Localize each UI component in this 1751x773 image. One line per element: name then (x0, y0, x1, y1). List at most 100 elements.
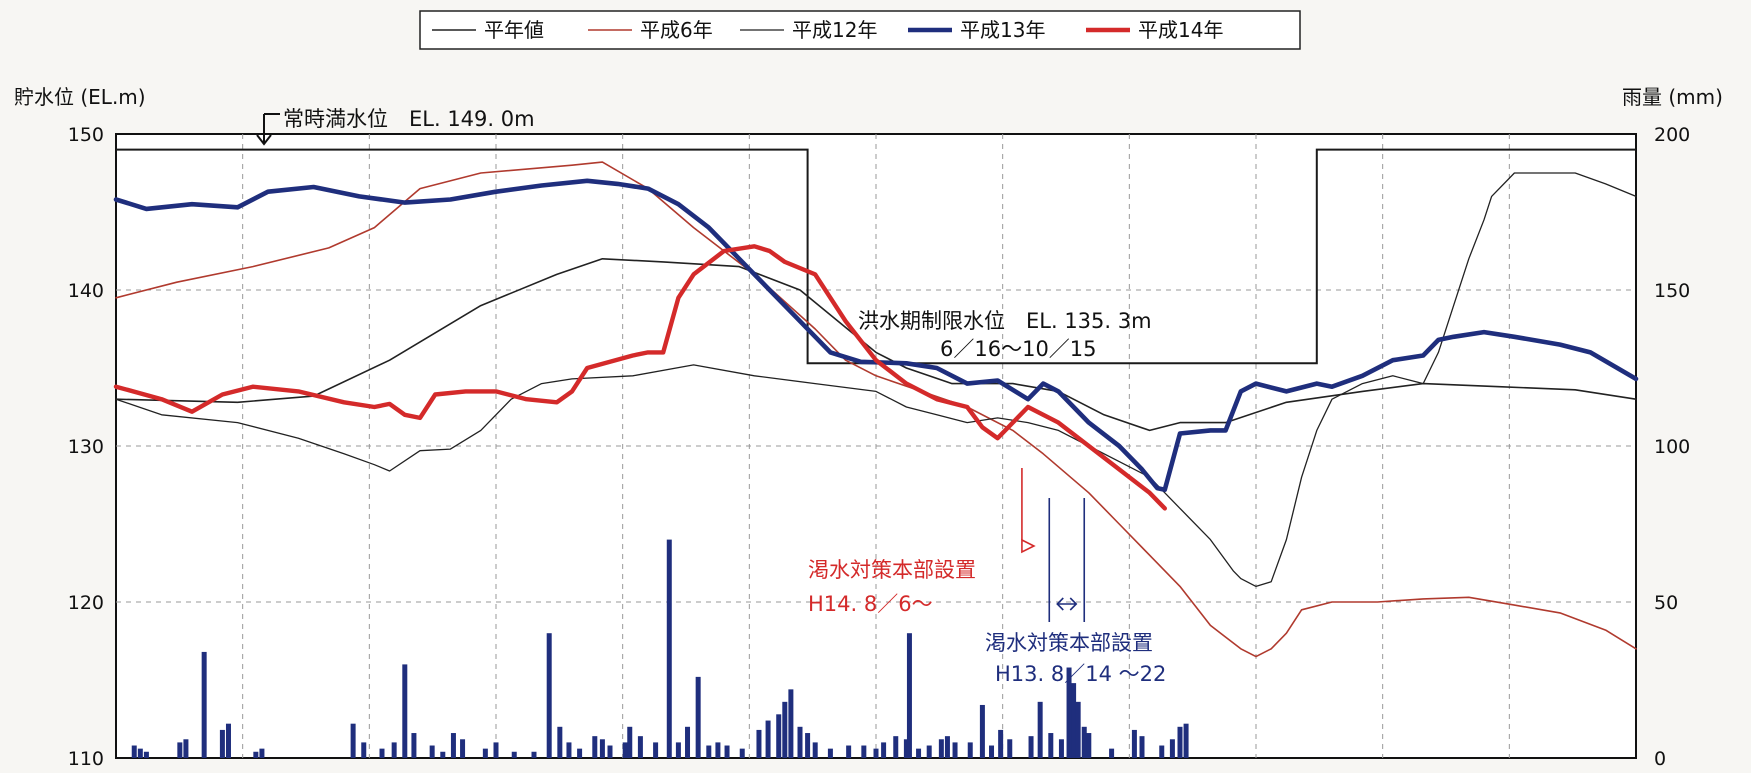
ann-flood-limit: 洪水期制限水位 EL. 135. 3m (858, 309, 1152, 333)
rainfall-bar (782, 701, 788, 758)
y-right-tick-label: 0 (1654, 748, 1666, 770)
rainfall-bar (607, 745, 613, 758)
flood-limit-polyline (116, 148, 1636, 365)
double-arrow-icon (1056, 597, 1078, 611)
y-left-tick-label: 110 (68, 748, 104, 770)
rainfall-bar (177, 742, 183, 758)
rainfall-bar (788, 689, 794, 758)
rainfall-bar (944, 736, 950, 758)
rainfall-bar (827, 748, 833, 758)
ann-flood-period: 6／16〜10／15 (940, 337, 1097, 361)
rainfall-bar (460, 739, 466, 758)
rainfall-bar (577, 748, 583, 758)
rainfall-bar (1066, 667, 1072, 758)
rainfall-bar (531, 751, 537, 758)
rainfall-bar (627, 726, 633, 758)
rainfall-bar (967, 742, 973, 758)
legend-label: 平年値 (484, 18, 544, 42)
rainfall-bar (805, 733, 811, 758)
rainfall-bar (1177, 726, 1183, 758)
legend-label: 平成13年 (960, 18, 1045, 42)
h14-flag-icon (1021, 538, 1036, 554)
series-line (113, 178, 1639, 493)
rainfall-bar (666, 539, 672, 758)
rainfall-bar (952, 742, 958, 758)
rainfall-bar (653, 742, 659, 758)
rainfall-bar (1183, 723, 1189, 758)
rainfall-bar (861, 745, 867, 758)
rainfall-bars (131, 539, 1189, 758)
ann-h14-title: 渇水対策本部設置 (808, 558, 976, 582)
rainfall-bar (776, 714, 782, 758)
rainfall-bar (1159, 745, 1165, 758)
rainfall-bar (893, 736, 899, 758)
annotation-full-water: 常時満水位 EL. 149. 0m (256, 107, 535, 146)
rainfall-bar (592, 736, 598, 758)
legend-box (419, 10, 1301, 50)
y-left-tick-label: 120 (68, 592, 104, 614)
rainfall-bar (622, 742, 628, 758)
rainfall-bar (1086, 733, 1092, 758)
rainfall-bar (1058, 739, 1064, 758)
rainfall-bar (450, 733, 456, 758)
rainfall-bar (715, 742, 721, 758)
y-left-tick-label: 130 (68, 436, 104, 458)
rainfall-bar (675, 742, 681, 758)
legend-label: 平成12年 (792, 18, 877, 42)
rainfall-bar (259, 748, 265, 758)
rainfall-bar (482, 748, 488, 758)
rainfall-bar (137, 748, 143, 758)
rainfall-bar (1075, 701, 1081, 758)
rainfall-bar (881, 742, 887, 758)
y-right-tick-label: 100 (1654, 436, 1690, 458)
rainfall-bar (143, 751, 149, 758)
arrow-down-icon (256, 113, 280, 146)
ann-h13-title: 渇水対策本部設置 (985, 631, 1153, 655)
rainfall-bar (797, 726, 803, 758)
legend-label: 平成6年 (640, 18, 713, 42)
series-line (113, 244, 1168, 511)
rainfall-bar (695, 676, 701, 758)
rainfall-bar (739, 748, 745, 758)
ann-h14-date: H14. 8／6〜 (808, 592, 933, 616)
rainfall-bar (1037, 701, 1043, 758)
rainfall-bar (225, 723, 231, 758)
rainfall-bar (998, 729, 1004, 758)
rainfall-bar (1007, 739, 1013, 758)
legend: 平年値 平成6年 平成12年 平成13年 平成14年 (419, 10, 1301, 50)
rainfall-bar (131, 745, 137, 758)
legend-label: 平成14年 (1138, 18, 1223, 42)
rainfall-bar (1131, 729, 1137, 758)
flood-control-line (116, 148, 1636, 365)
rainfall-bar (724, 745, 730, 758)
rainfall-bar (1139, 736, 1145, 758)
rainfall-bar (685, 726, 691, 758)
y-left-tick-label: 140 (68, 280, 104, 302)
drought-markers (1021, 468, 1086, 622)
rainfall-bar (846, 745, 852, 758)
rainfall-bar (379, 748, 385, 758)
y-right-tick-label: 50 (1654, 592, 1678, 614)
y-left-tick-label: 150 (68, 124, 104, 146)
y-right-tick-label: 200 (1654, 124, 1690, 146)
rainfall-bar (253, 751, 259, 758)
rainfall-bar (493, 742, 499, 758)
ann-h13-date: H13. 8／14 〜22 (995, 662, 1166, 686)
rainfall-bar (391, 742, 397, 758)
rainfall-bar (361, 742, 367, 758)
rainfall-bar (1169, 739, 1175, 758)
rainfall-bar (557, 726, 563, 758)
rainfall-bar (1071, 683, 1077, 758)
level-series (113, 161, 1639, 658)
rainfall-bar (903, 739, 909, 758)
y-axis-right: 200 150 100 50 0 (1654, 124, 1690, 770)
rainfall-bar (706, 745, 712, 758)
rainfall-bar (906, 633, 912, 758)
rainfall-bar (873, 748, 879, 758)
series-line (115, 257, 1637, 432)
rainfall-bar (989, 745, 995, 758)
ann-full: 常時満水位 EL. 149. 0m (283, 107, 535, 131)
rainfall-bar (201, 651, 207, 758)
rainfall-bar (637, 736, 643, 758)
